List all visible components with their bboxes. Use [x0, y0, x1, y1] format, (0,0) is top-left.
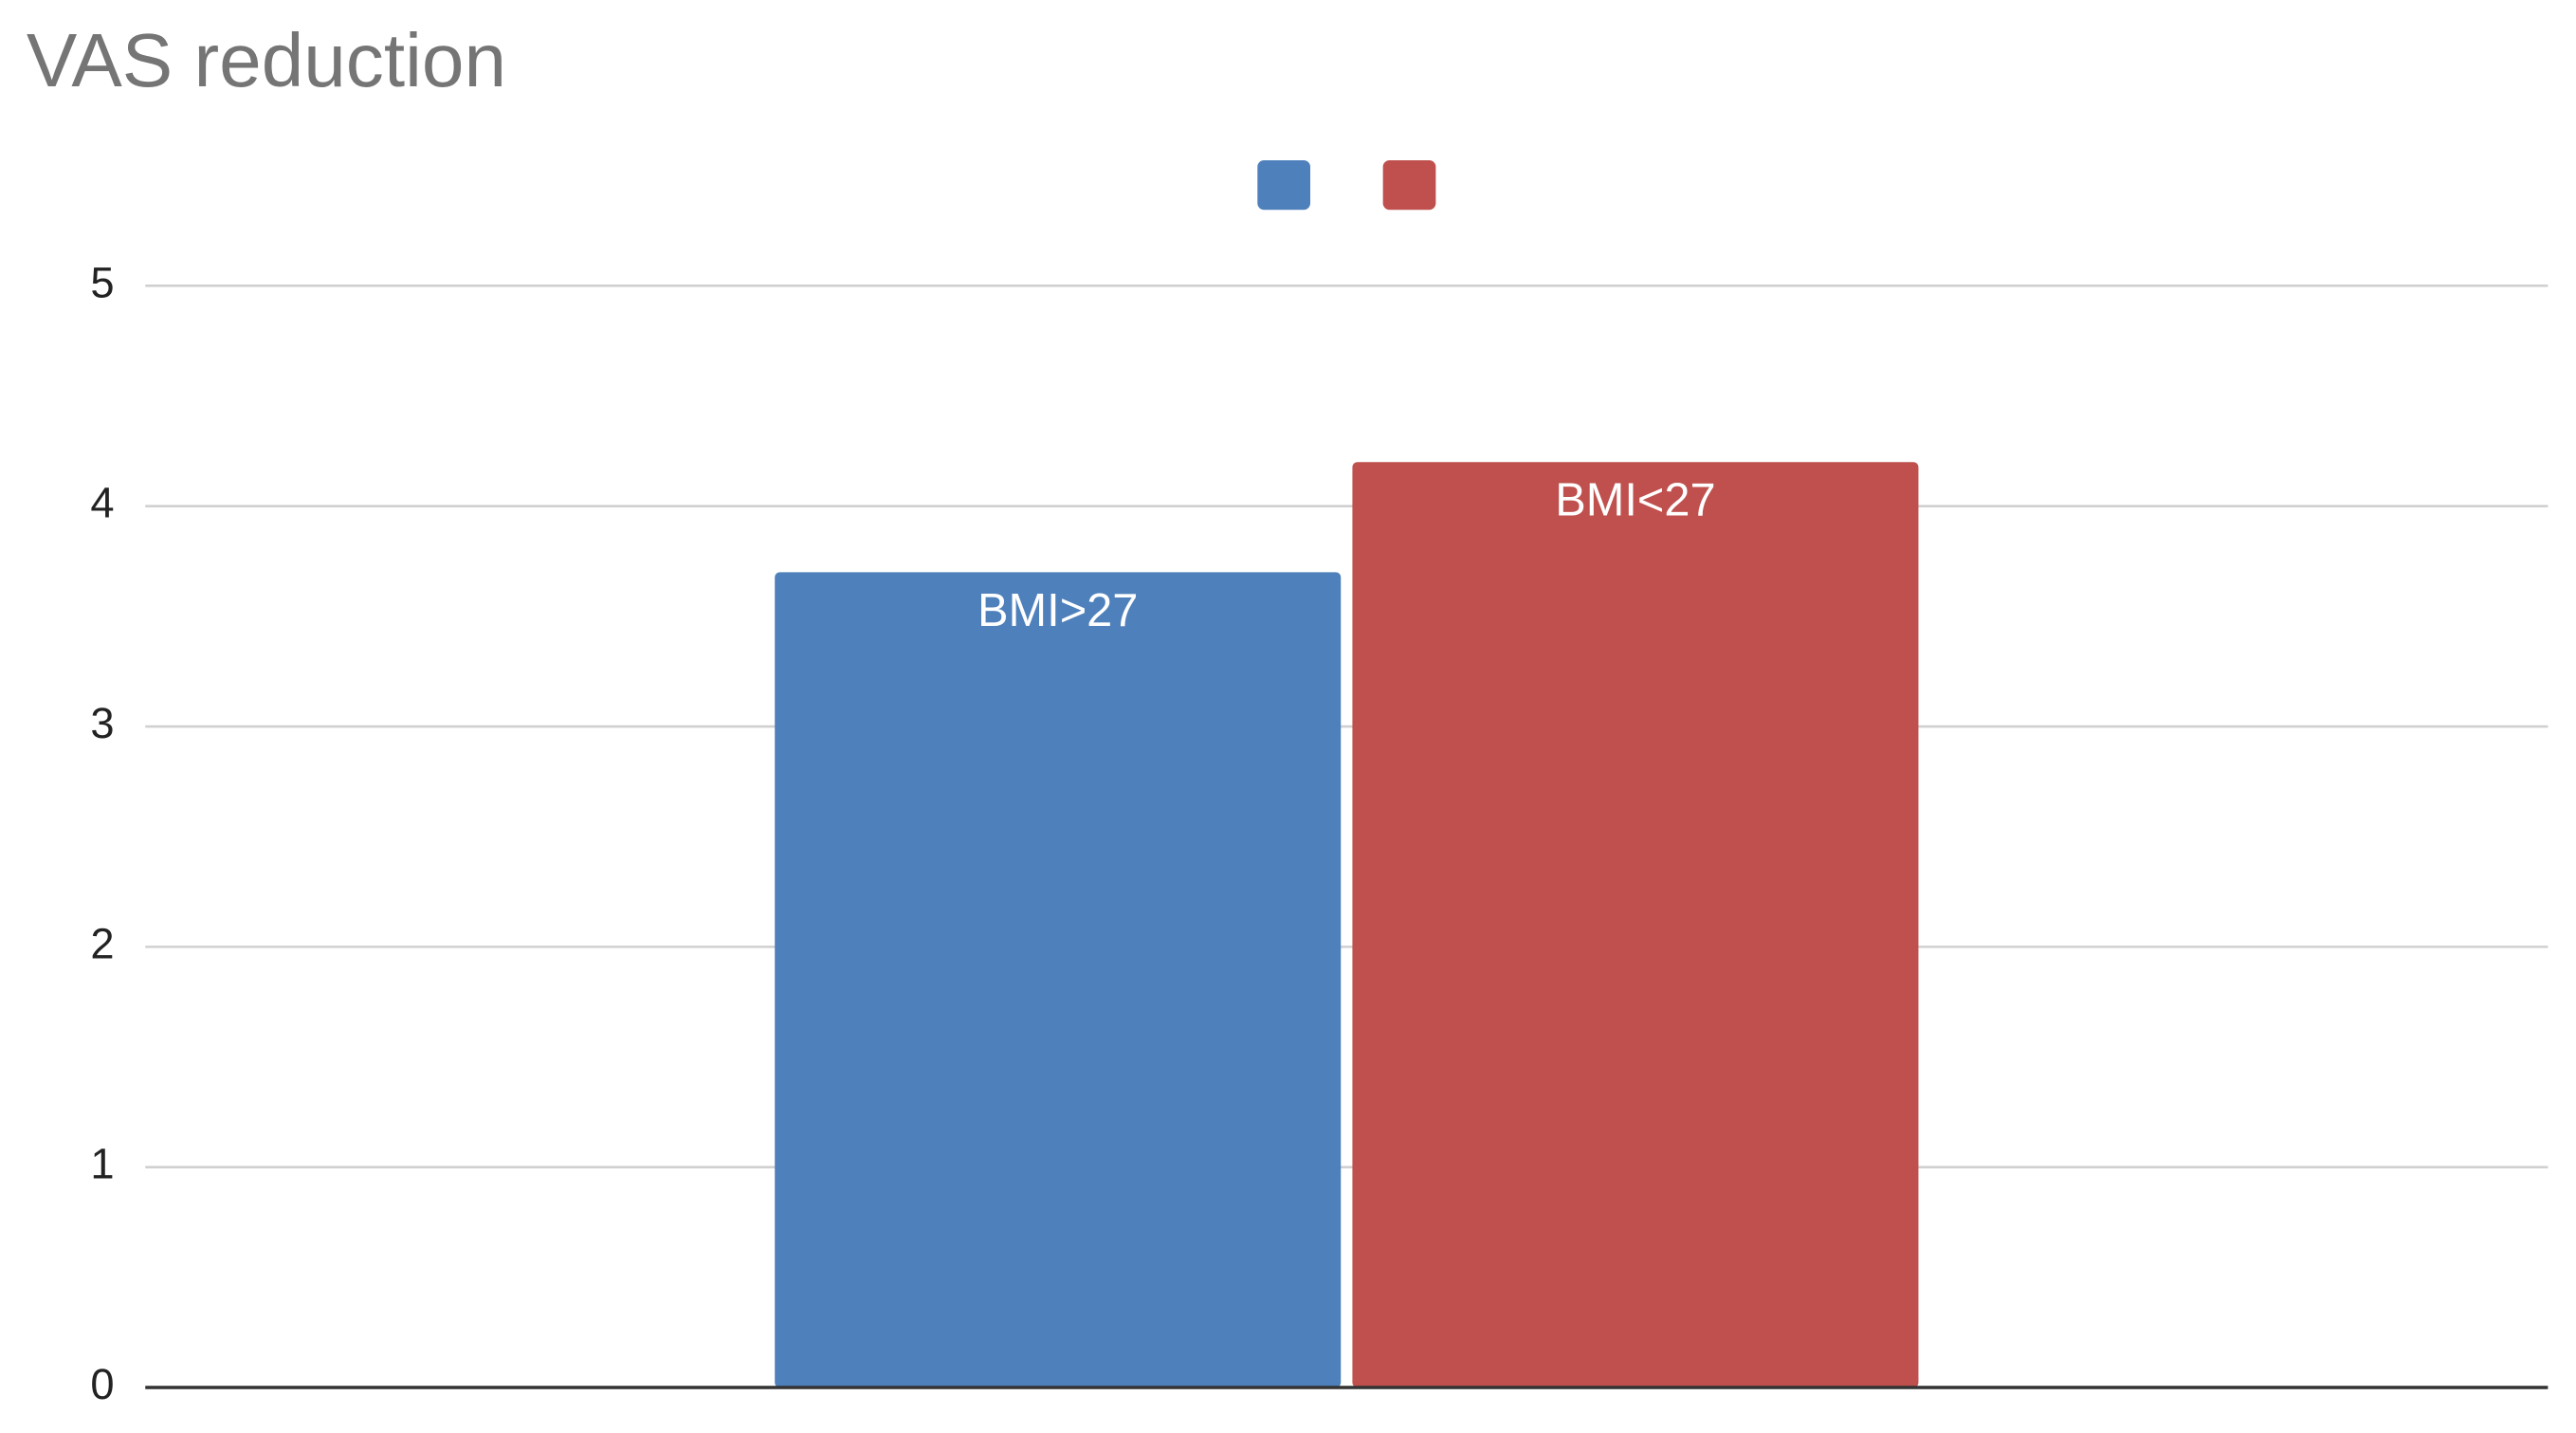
y-tick-label: 4	[90, 479, 114, 527]
legend-swatch	[1257, 159, 1311, 211]
y-tick-label: 0	[90, 1360, 114, 1408]
y-tick-label: 3	[90, 699, 114, 747]
y-tick-label: 1	[90, 1140, 114, 1188]
y-tick-label: 2	[90, 919, 114, 967]
bar	[775, 572, 1342, 1388]
y-tick-label: 5	[90, 258, 114, 306]
legend-swatch	[1382, 159, 1436, 211]
bar-label: BMI>27	[977, 585, 1138, 636]
bar	[1352, 462, 1919, 1388]
chart-title: VAS reduction	[27, 17, 506, 102]
bar-label: BMI<27	[1555, 475, 1715, 526]
